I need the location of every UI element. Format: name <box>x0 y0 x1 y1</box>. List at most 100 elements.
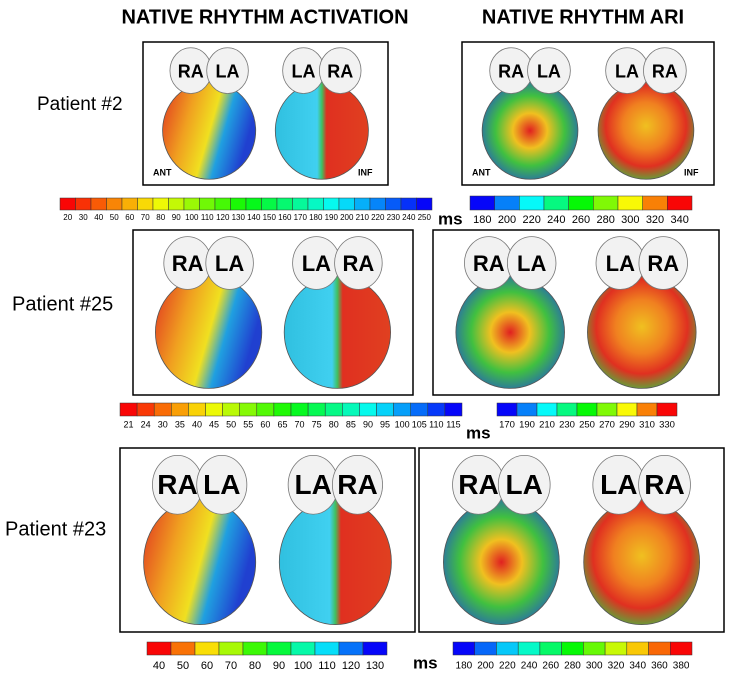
atrium-label: LA <box>302 251 331 276</box>
atrium <box>506 236 557 290</box>
panel-frame <box>119 447 416 633</box>
colorbar-tick-label: 170 <box>294 213 308 222</box>
atrium-label: LA <box>615 61 639 81</box>
atrium <box>643 47 687 94</box>
ventricles <box>143 499 257 626</box>
colorbar-segment <box>245 197 262 211</box>
colorbar-segment <box>494 195 520 211</box>
colorbar-tick-label: 130 <box>366 660 384 672</box>
colorbar-tick-label: 21 <box>124 419 134 429</box>
colorbar-tick-label: 120 <box>216 213 230 222</box>
colorbar-segment <box>452 641 475 656</box>
colorbar-tick-label: 220 <box>371 213 385 222</box>
colorbar-tick-label: 30 <box>79 213 88 222</box>
colorbar-segment <box>593 195 619 211</box>
colorbar-segment <box>214 197 231 211</box>
colorbar-tick-label: 150 <box>263 213 277 222</box>
atrium-label: RA <box>327 61 353 81</box>
unit-label: ms <box>466 423 491 442</box>
colorbar-tick-label: 95 <box>380 419 390 429</box>
ventricles <box>481 81 579 180</box>
colorbar-segment <box>648 641 671 656</box>
colorbar-segment <box>323 197 340 211</box>
colorbar-segment <box>290 402 309 417</box>
colorbar-segment <box>516 402 538 417</box>
colorbar-segment <box>626 641 649 656</box>
unit-label: ms <box>438 209 463 228</box>
colorbar-segment <box>136 402 155 417</box>
colorbar-segment <box>90 197 107 211</box>
atrium-label: RA <box>172 251 204 276</box>
atrium <box>334 236 383 290</box>
patient-label: Patient #25 <box>12 293 113 315</box>
colorbar-segment <box>261 197 278 211</box>
colorbar-tick-label: 80 <box>156 213 165 222</box>
colorbar-tick-label: 250 <box>579 420 595 431</box>
colorbar-tick-label: 90 <box>273 660 285 672</box>
colorbar-tick-label: 70 <box>225 660 237 672</box>
colorbar-segment <box>444 402 463 417</box>
colorbar-segment <box>194 641 220 656</box>
colorbar-tick-label: 240 <box>521 661 538 672</box>
unit-label: ms <box>413 653 438 672</box>
colorbar-segment <box>667 195 693 211</box>
colorbar-tick-label: 40 <box>94 213 103 222</box>
colorbar-tick-label: 105 <box>412 419 427 429</box>
colorbar-tick-label: 190 <box>325 213 339 222</box>
atrium-label: LA <box>295 469 332 500</box>
colorbar-segment <box>152 197 169 211</box>
atrium-label: LA <box>506 469 543 500</box>
atrium <box>497 454 551 515</box>
colorbar-tick-label: 115 <box>446 419 460 429</box>
atrium-label: LA <box>215 251 244 276</box>
colorbar-segment <box>369 197 386 211</box>
colorbar-tick-label: 320 <box>608 661 625 672</box>
colorbar-segment <box>385 197 402 211</box>
colorbar-tick-label: 120 <box>342 660 360 672</box>
colorbar-segment <box>583 641 606 656</box>
colorbar-tick-label: 70 <box>141 213 150 222</box>
atrium-label: RA <box>458 469 498 500</box>
colorbar-segment <box>106 197 123 211</box>
colorbar-segment <box>137 197 154 211</box>
colorbar-tick-label: 55 <box>243 419 253 429</box>
colorbar-tick-label: 340 <box>670 214 688 226</box>
colorbar-segment <box>376 402 394 417</box>
colorbar-segment <box>656 402 678 417</box>
colorbar-tick-label: 100 <box>294 660 312 672</box>
colorbar-tick-label: 100 <box>185 213 199 222</box>
patient-label: Patient #23 <box>5 518 106 540</box>
colorbar-tick-label: 30 <box>158 419 168 429</box>
panel-frame <box>432 229 720 396</box>
atrium-label: LA <box>606 251 635 276</box>
colorbar-segment <box>496 641 519 656</box>
colorbar-segment <box>256 402 275 417</box>
colorbar-segment <box>199 197 216 211</box>
colorbar-segment <box>568 195 594 211</box>
atrium-label: RA <box>473 251 505 276</box>
atrium-label: RA <box>647 251 679 276</box>
colorbar-tick-label: 180 <box>473 214 491 226</box>
colorbar-segment <box>119 402 138 417</box>
colorbar-tick-label: 40 <box>153 660 165 672</box>
panel-frame <box>418 447 725 633</box>
colorbar-tick-label: 60 <box>260 419 270 429</box>
colorbar-tick-label: 90 <box>363 419 373 429</box>
colorbar-tick-label: 65 <box>277 419 287 429</box>
atrium-label: LA <box>203 469 240 500</box>
colorbar-tick-label: 210 <box>539 420 555 431</box>
atrium <box>206 47 249 94</box>
ventricles <box>455 275 565 389</box>
ventricles <box>283 275 391 389</box>
colorbar-segment <box>239 402 258 417</box>
ventricles <box>442 499 560 626</box>
colorbar-segment <box>59 197 76 211</box>
ventricles <box>583 499 701 626</box>
colorbar-tick-label: 40 <box>192 419 202 429</box>
colorbar-segment <box>170 641 196 656</box>
colorbar-segment <box>276 197 293 211</box>
colorbar-segment <box>168 197 185 211</box>
colorbar-tick-label: 100 <box>395 419 410 429</box>
ventricles <box>274 81 369 180</box>
